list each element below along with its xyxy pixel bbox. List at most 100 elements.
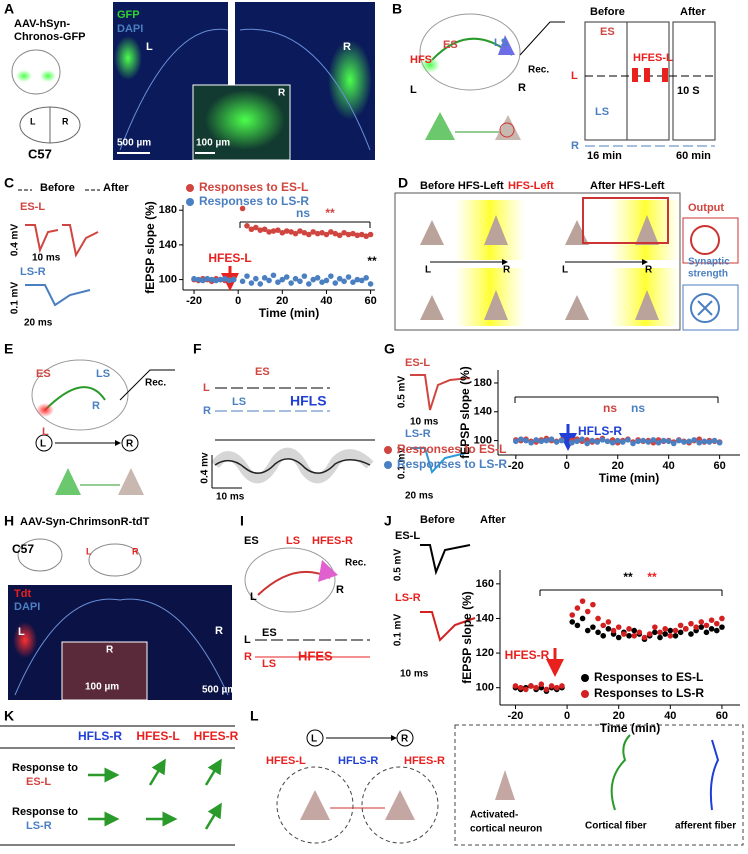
data-point [713,627,720,634]
figure-text: 20 ms [24,318,53,329]
annotation: ns [631,401,645,415]
panel-label: G [384,341,395,357]
data-point [667,627,674,634]
figure-text: HFES-R [404,755,445,767]
figure-text: R [203,405,211,417]
figure-text: 0.1 mV [397,447,408,480]
legend-label: Responses to ES-L [199,180,308,194]
data-point [538,438,545,445]
data-point [646,631,653,637]
data-point [266,277,272,284]
x-tick-label: 0 [564,710,570,722]
figure-text: C57 [12,542,34,556]
figure-text: L [203,382,210,394]
figure-text: HFLS-R [338,755,378,767]
figure-text: GFP [117,9,140,21]
figure-text: DAPI [117,23,143,35]
data-point [558,437,565,444]
data-point [688,620,694,627]
figure-text: HFLS [290,393,327,409]
data-point [626,632,632,639]
data-point [239,205,246,212]
data-point [708,617,715,623]
data-point [305,281,312,287]
data-point [553,439,560,445]
figure-text: L [311,734,317,745]
data-point [367,231,374,238]
data-point [569,612,576,618]
annotation: HFLS-R [578,424,622,438]
data-point [354,276,361,283]
figure-text: R [518,82,526,94]
x-tick-label: 40 [664,710,676,722]
figure-text: R [132,546,139,556]
y-tick-label: 140 [159,239,177,251]
data-point [350,230,356,237]
figure-text: ES [36,368,51,380]
figure-text: LS [262,658,276,670]
x-tick-label: -20 [186,295,202,307]
data-point [354,232,361,239]
panel-label: F [193,341,202,357]
data-point [248,280,255,286]
figure-text: After [103,182,129,194]
data-point [698,624,705,630]
data-point [523,686,529,693]
data-point [288,280,294,286]
data-point [590,624,596,630]
data-point [553,684,560,691]
data-point [662,631,668,637]
figure-text: 10 ms [400,669,429,680]
data-point [594,439,601,445]
legend-marker [384,446,392,454]
panel-label: I [240,513,244,529]
legend-marker [384,461,392,469]
figure-text: R [278,88,286,99]
data-point [708,626,715,632]
figure-text: After HFS-Left [590,180,665,192]
data-point [204,275,211,282]
data-point [703,622,710,629]
figure-text: L [18,626,25,638]
data-point [191,275,197,282]
figure-text: ES [443,39,458,51]
panel-label: H [4,513,14,529]
x-tick-label: -20 [508,460,524,472]
data-point [336,232,343,239]
data-point [248,226,255,233]
data-point [279,276,286,283]
x-axis-label: Time (min) [259,306,319,320]
data-point [641,634,648,641]
data-point [213,277,219,284]
x-tick-label: -20 [508,710,524,722]
data-point [605,619,612,625]
data-point [635,438,641,445]
data-point [652,624,658,630]
figure-text: R [401,734,409,745]
data-point [670,440,677,447]
figure-text: HFES-R [194,729,239,743]
x-tick-label: 60 [364,295,376,307]
figure-text: 0.5 mV [393,549,404,582]
figure-text: 10 ms [410,417,439,428]
data-point [200,277,206,284]
figure-text: L [571,70,578,82]
figure-text: LS-R [405,428,431,440]
y-tick-label: 100 [474,434,492,446]
data-point [341,229,347,236]
data-point [686,438,692,445]
panel-label: A [4,1,14,17]
data-point [314,230,321,237]
figure-text: Before [420,514,455,526]
data-point [239,278,246,285]
data-point [559,683,565,689]
panel-label: C [4,175,14,191]
data-point [615,634,622,641]
figure-text: R [343,41,351,53]
figure-text: After [680,6,706,18]
data-point [696,439,703,446]
figure-text: ES-L [395,530,420,542]
data-point [244,273,250,279]
data-point [543,686,550,693]
